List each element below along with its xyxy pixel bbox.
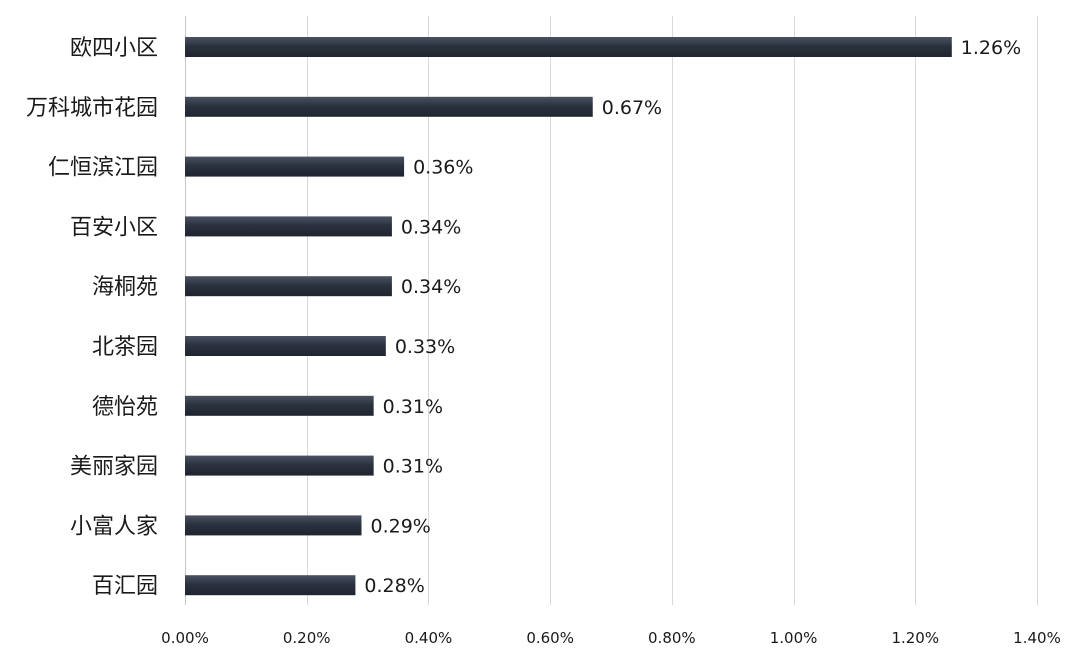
data-label: 0.67% bbox=[602, 97, 662, 119]
bar bbox=[185, 37, 952, 57]
category-label: 欧四小区 bbox=[70, 36, 158, 61]
data-label: 0.31% bbox=[383, 396, 443, 418]
x-tick-labels: 0.00% 0.20% 0.40% 0.60% 0.80% 1.00% 1.20% 1.40% bbox=[161, 629, 1061, 647]
value-labels: 1.26% 0.67% 0.36% 0.34% 0.34% 0.33% 0.31% 0.31%… bbox=[364, 37, 1021, 597]
category-label: 百安小区 bbox=[70, 215, 158, 240]
bar bbox=[185, 515, 362, 536]
bar bbox=[185, 156, 405, 177]
x-tick-label: 0.00% bbox=[161, 629, 209, 647]
bar bbox=[185, 216, 392, 237]
x-tick-label: 0.40% bbox=[405, 629, 453, 647]
category-label: 德怡苑 bbox=[92, 395, 158, 420]
category-label: 仁恒滨江园 bbox=[48, 156, 158, 181]
x-tick-label: 1.00% bbox=[770, 629, 818, 647]
data-label: 0.34% bbox=[401, 276, 461, 298]
bar bbox=[185, 96, 593, 117]
bar bbox=[185, 395, 374, 416]
data-label: 0.34% bbox=[401, 216, 461, 238]
data-label: 0.31% bbox=[383, 456, 443, 478]
x-tick-label: 1.20% bbox=[891, 629, 939, 647]
category-label: 小富人家 bbox=[70, 514, 158, 539]
data-label: 0.33% bbox=[395, 336, 455, 358]
x-tick-label: 1.40% bbox=[1013, 629, 1061, 647]
bars bbox=[185, 37, 952, 596]
data-label: 1.26% bbox=[961, 37, 1021, 59]
bar bbox=[185, 455, 374, 476]
category-label: 美丽家园 bbox=[70, 455, 158, 480]
category-label: 百汇园 bbox=[92, 574, 158, 599]
bar bbox=[185, 575, 356, 596]
x-tick-label: 0.20% bbox=[283, 629, 331, 647]
bar bbox=[185, 276, 392, 297]
x-tick-label: 0.80% bbox=[648, 629, 696, 647]
data-label: 0.36% bbox=[413, 157, 473, 179]
data-label: 0.29% bbox=[370, 515, 430, 537]
category-label: 北茶园 bbox=[92, 335, 158, 360]
category-label: 万科城市花园 bbox=[26, 96, 158, 121]
category-label: 海桐苑 bbox=[92, 275, 158, 300]
x-tick-label: 0.60% bbox=[526, 629, 574, 647]
bar bbox=[185, 336, 386, 356]
data-label: 0.28% bbox=[364, 575, 424, 597]
